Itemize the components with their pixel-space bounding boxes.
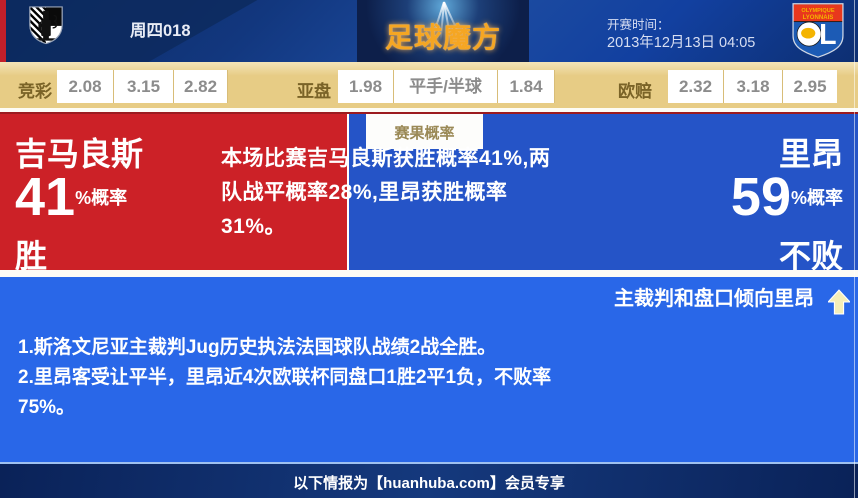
svg-text:L: L [819, 19, 836, 51]
svg-text:OLYMPIQUE: OLYMPIQUE [801, 8, 834, 14]
